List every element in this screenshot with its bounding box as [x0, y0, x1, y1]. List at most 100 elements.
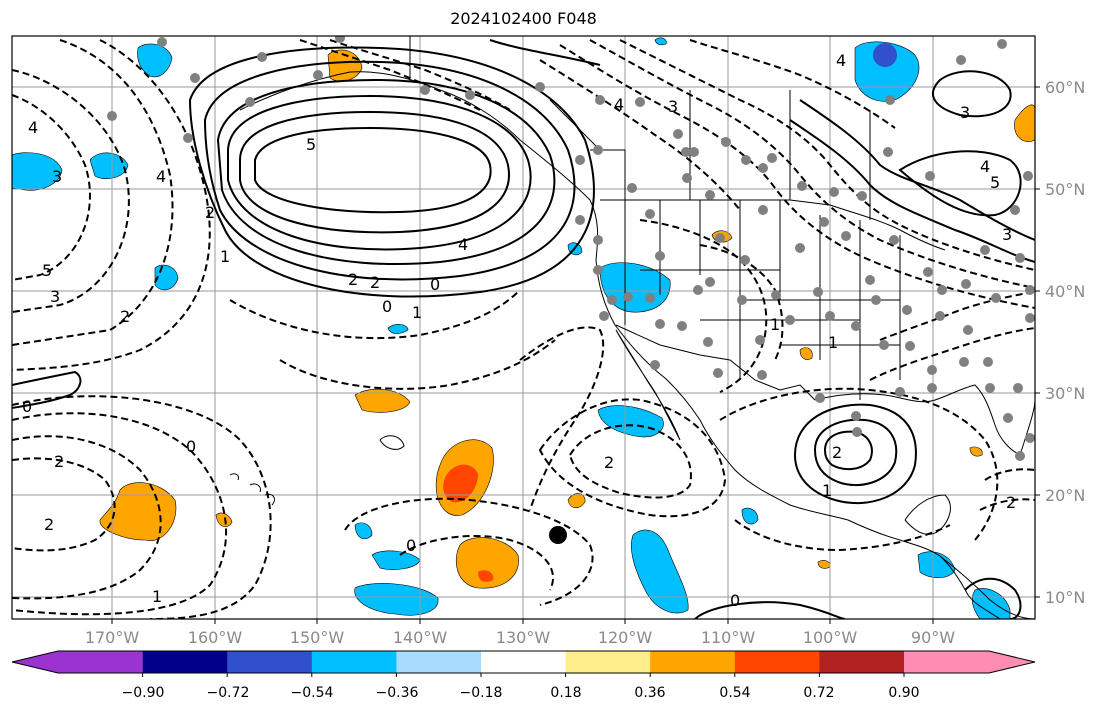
- map-title: 2024102400 F048: [450, 9, 597, 28]
- latitude-label: 30°N: [1045, 384, 1085, 403]
- solid-contour: [813, 418, 898, 487]
- strong-positive-anomaly-region: [443, 464, 478, 503]
- latitude-label: 10°N: [1045, 588, 1085, 607]
- pacific-island: [379, 435, 405, 450]
- contour-label: 5: [306, 135, 316, 154]
- contour-lines: [12, 39, 1035, 619]
- positive-anomaly-region: [969, 446, 983, 457]
- colorbar-segment: [142, 651, 228, 673]
- positive-anomaly-region: [1014, 104, 1035, 142]
- contour-label: 1: [770, 315, 780, 334]
- dashed-contour: [699, 244, 784, 361]
- contour-label: 5: [42, 261, 52, 280]
- colorbar: −0.90 −0.72 −0.54 −0.36 −0.18 0.18 0.36 …: [11, 650, 1036, 701]
- contour-label: 2: [120, 307, 130, 326]
- baja-california-coastline: [615, 329, 681, 441]
- latitude-label: 40°N: [1045, 282, 1085, 301]
- solid-contour: [239, 110, 510, 234]
- positive-anomaly-region: [799, 347, 813, 360]
- dashed-contour: [12, 69, 130, 313]
- negative-anomaly-region: [971, 588, 1011, 619]
- contour-label: 4: [836, 51, 846, 70]
- positive-anomaly-region: [817, 560, 831, 569]
- dashed-contour: [869, 327, 1035, 381]
- negative-anomaly-region: [354, 583, 439, 616]
- positive-anomaly-region: [567, 493, 586, 509]
- contour-label: 3: [960, 103, 970, 122]
- contour-label: 3: [50, 287, 60, 306]
- hawaii-islands: [229, 473, 275, 506]
- latitude-label: 60°N: [1045, 78, 1085, 97]
- longitude-label: 100°W: [803, 628, 858, 647]
- colorbar-tick-label: 0.54: [719, 685, 750, 701]
- contour-label: 3: [668, 97, 678, 116]
- contour-label: 2: [54, 452, 64, 471]
- solid-contour: [12, 370, 82, 409]
- dashed-contour: [399, 534, 555, 591]
- negative-anomaly-region: [741, 507, 759, 525]
- solid-contour: [823, 430, 873, 471]
- state-borders: [624, 200, 901, 400]
- colorbar-tick-label: 0.72: [803, 685, 834, 701]
- positive-anomaly-region: [354, 388, 411, 413]
- dashed-contour: [344, 497, 594, 606]
- negative-anomaly-region: [597, 405, 664, 438]
- colorbar-segment: [819, 651, 905, 673]
- longitude-label: 130°W: [496, 628, 551, 647]
- longitude-label: 90°W: [911, 628, 955, 647]
- colorbar-segment: [650, 651, 736, 673]
- contour-label: 1: [828, 333, 838, 352]
- strong-positive-anomaly-region: [478, 570, 494, 582]
- contour-label: 4: [980, 157, 990, 176]
- solid-contour: [898, 150, 1022, 217]
- contour-label: 5: [990, 173, 1000, 192]
- positive-anomaly-region: [455, 537, 519, 589]
- negative-anomaly-region: [137, 43, 173, 78]
- canada-us-border: [600, 199, 946, 251]
- negative-anomaly-region: [654, 37, 667, 46]
- contour-label: 0: [22, 397, 32, 416]
- central-america-coast: [939, 555, 1001, 619]
- dashed-contour: [12, 39, 174, 346]
- colorbar-tick-label: 0.36: [634, 685, 665, 701]
- contour-label: 3: [1002, 225, 1012, 244]
- solid-contour: [793, 403, 917, 505]
- contour-label: 1: [412, 303, 422, 322]
- colorbar-segment: [565, 651, 651, 673]
- contour-label: 1: [822, 481, 832, 500]
- station-markers: [107, 36, 1035, 461]
- colorbar-segment: [227, 651, 313, 673]
- solid-contour: [932, 70, 1012, 118]
- target-location-marker: [549, 526, 567, 544]
- dashed-contour: [229, 289, 521, 340]
- longitude-label: 140°W: [393, 628, 448, 647]
- province-borders: [549, 90, 871, 220]
- contour-label: 2: [348, 270, 358, 289]
- dashed-contour: [979, 498, 1035, 511]
- colorbar-tick-label: −0.54: [291, 685, 334, 701]
- contour-label: 2: [205, 203, 215, 222]
- us-mexico-border: [615, 324, 816, 401]
- longitude-label: 150°W: [290, 628, 345, 647]
- contour-label: 2: [370, 273, 380, 292]
- dashed-contour: [689, 39, 896, 129]
- contour-label: 0: [730, 591, 740, 610]
- axis-ticks: [111, 86, 1040, 624]
- solid-contour: [694, 601, 846, 619]
- dashed-contour: [719, 387, 999, 541]
- dashed-contour: [568, 424, 692, 499]
- yucatan-coastline: [904, 494, 951, 535]
- dashed-contour: [984, 468, 1035, 481]
- longitude-label: 170°W: [85, 628, 140, 647]
- colorbar-segment: [396, 651, 482, 673]
- negative-anomaly-region: [387, 324, 409, 334]
- graticule-grid: [12, 36, 1035, 619]
- solid-contour: [964, 577, 1022, 619]
- negative-anomaly-region: [89, 152, 129, 179]
- positive-anomaly-region: [215, 512, 233, 528]
- dashed-contour: [619, 39, 1035, 271]
- strong-negative-anomaly-spot: [873, 43, 897, 67]
- dashed-contour: [589, 39, 1035, 289]
- contour-label: 0: [186, 437, 196, 456]
- dashed-contour: [12, 395, 272, 619]
